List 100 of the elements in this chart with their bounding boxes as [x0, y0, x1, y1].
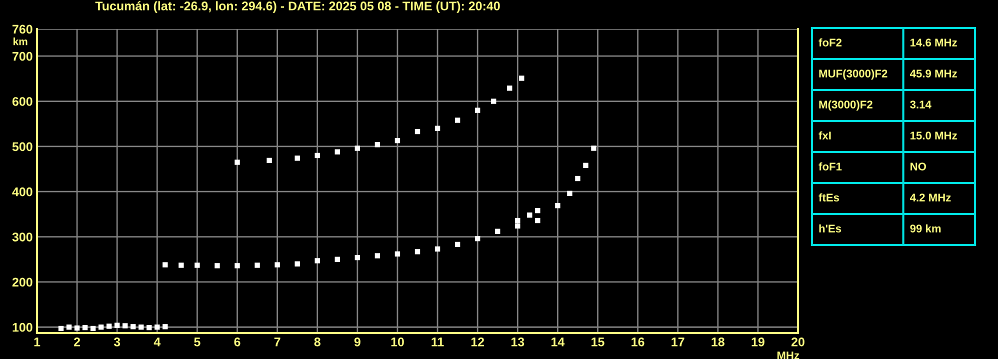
text: h'Es — [819, 224, 842, 232]
y-tick-label: 760 — [12, 24, 32, 34]
text: NO — [910, 162, 926, 170]
text: M(3000)F2 — [819, 100, 872, 111]
text: ftEs — [818, 193, 840, 202]
point — [162, 262, 168, 268]
point — [138, 324, 144, 330]
point — [130, 324, 136, 330]
y-tick-label: 400 — [12, 187, 32, 196]
point — [274, 262, 280, 268]
point — [495, 228, 500, 234]
point — [515, 218, 520, 224]
y-tick-label: 200 — [12, 278, 32, 287]
x-tick-label: 14 — [552, 338, 565, 346]
point — [374, 142, 380, 148]
point — [334, 256, 340, 262]
x-tick-label: 1 — [34, 338, 40, 346]
point — [535, 218, 540, 224]
text: foF1 — [818, 162, 842, 170]
point — [146, 324, 152, 330]
x-tick-label: 2 — [74, 337, 80, 346]
text: 99 km — [910, 224, 941, 232]
point — [82, 324, 88, 330]
point — [314, 258, 320, 264]
point — [254, 262, 260, 268]
x-tick-label: 15 — [592, 338, 604, 346]
point — [162, 324, 168, 330]
point — [434, 246, 440, 252]
point — [474, 236, 480, 242]
point — [234, 263, 240, 268]
x-tick-label: 16 — [632, 337, 644, 346]
point — [491, 98, 496, 104]
y-tick-label: 100 — [12, 322, 32, 332]
x-tick-label: 10 — [391, 337, 404, 346]
point — [414, 249, 420, 254]
text: 4.2 MHz — [910, 194, 951, 202]
x-tick-label: 12 — [471, 337, 484, 346]
point — [394, 251, 400, 257]
point — [122, 323, 128, 328]
point — [394, 138, 400, 144]
x-tick-label: 19 — [752, 337, 764, 346]
point — [507, 86, 512, 91]
text: foF2 — [818, 38, 842, 46]
point — [74, 325, 80, 331]
point — [567, 190, 572, 196]
point — [414, 128, 420, 134]
point — [266, 158, 272, 164]
y-tick-label: 600 — [12, 97, 32, 106]
point — [334, 149, 340, 154]
point — [583, 162, 588, 168]
point — [214, 263, 220, 268]
x-tick-label: 8 — [314, 337, 320, 346]
point — [519, 76, 524, 81]
y-tick-label: 500 — [12, 142, 32, 152]
x-tick-label: 17 — [672, 338, 684, 346]
x-tick-label: 11 — [432, 338, 444, 346]
x-tick-label: 4 — [154, 338, 161, 346]
text: fxI — [818, 131, 831, 140]
point — [234, 160, 240, 165]
text: 3.14 — [910, 100, 932, 108]
point — [575, 176, 580, 182]
point — [515, 223, 520, 229]
point — [90, 326, 96, 332]
point — [454, 118, 460, 123]
x-tick-label: 9 — [354, 337, 360, 346]
point — [58, 326, 64, 332]
x-axis-title: MHz — [777, 352, 800, 359]
point — [535, 208, 540, 214]
point — [294, 261, 300, 266]
point — [354, 254, 360, 260]
point — [178, 262, 184, 268]
point — [527, 212, 532, 218]
point — [474, 108, 480, 113]
point — [591, 146, 596, 151]
text: 45.9 MHz — [910, 70, 957, 78]
text: 14.6 MHz — [910, 38, 957, 46]
point — [314, 152, 320, 158]
y-axis-title: km — [14, 38, 28, 46]
y-tick-label: 700 — [12, 52, 32, 61]
point — [354, 146, 360, 151]
x-tick-label: 20 — [791, 337, 804, 346]
x-tick-label: 5 — [194, 338, 200, 346]
point — [555, 203, 560, 208]
text: MUF(3000)F2 — [819, 69, 888, 80]
chart-title: Tucumán (lat: -26.9, lon: 294.6) - DATE: 2025 05 08 - TIME (UT): 20:40 — [95, 1, 500, 13]
x-tick-label: 13 — [511, 337, 524, 346]
point — [114, 322, 120, 328]
x-tick-label: 6 — [234, 337, 240, 346]
x-tick-label: 7 — [274, 338, 280, 346]
point — [154, 324, 160, 330]
point — [98, 324, 104, 330]
text: 15.0 MHz — [910, 132, 957, 140]
point — [294, 156, 300, 161]
x-tick-label: 18 — [712, 337, 724, 346]
point — [194, 262, 200, 268]
point — [66, 324, 72, 330]
point — [374, 253, 380, 258]
x-tick-label: 3 — [114, 337, 120, 346]
point — [454, 242, 460, 248]
point — [434, 126, 440, 131]
